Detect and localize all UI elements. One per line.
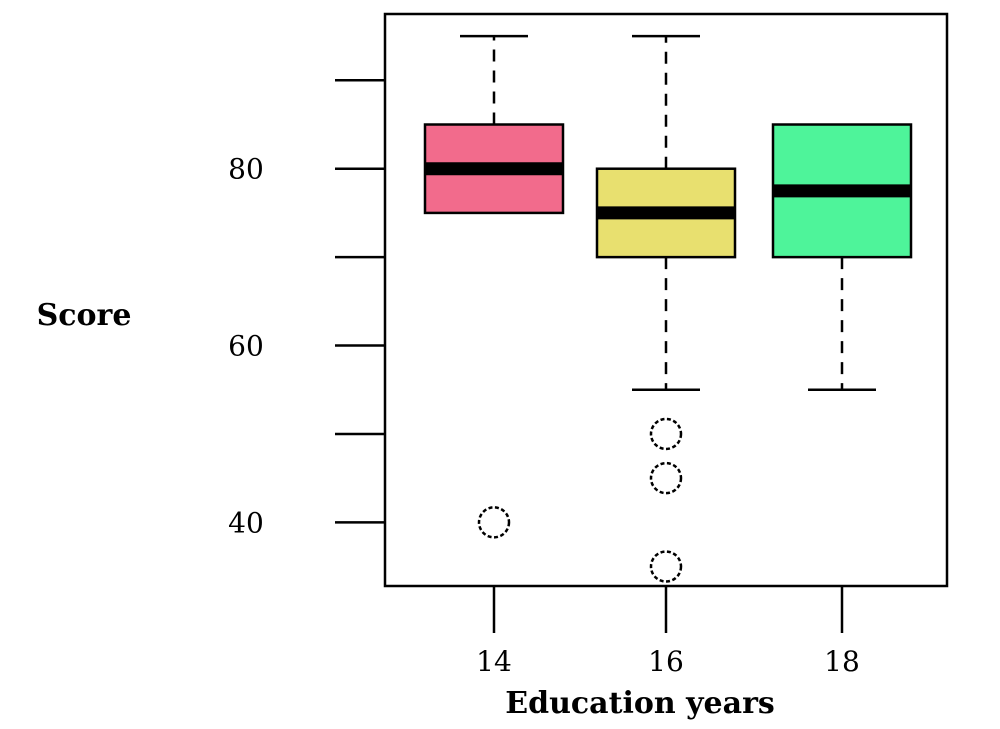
box-group-14 xyxy=(423,34,565,539)
outlier-point xyxy=(649,550,683,583)
outlier-point xyxy=(649,461,683,495)
x-axis: 14 16 18 xyxy=(476,586,860,678)
y-axis: 40 60 80 xyxy=(228,79,385,539)
x-axis-title: Education years xyxy=(505,686,775,721)
x-tick-label: 14 xyxy=(476,645,512,678)
x-tick-label: 16 xyxy=(648,645,684,678)
outlier-point xyxy=(649,417,683,451)
box-group-16 xyxy=(595,34,737,583)
outlier-point xyxy=(477,506,511,539)
y-tick-label: 60 xyxy=(228,330,264,363)
y-tick-label: 40 xyxy=(228,506,264,539)
y-axis-title: Score xyxy=(37,298,132,333)
boxes-group xyxy=(423,34,913,583)
x-tick-label: 18 xyxy=(824,645,860,678)
box-group-18 xyxy=(771,123,913,391)
y-tick-label: 80 xyxy=(228,153,264,186)
